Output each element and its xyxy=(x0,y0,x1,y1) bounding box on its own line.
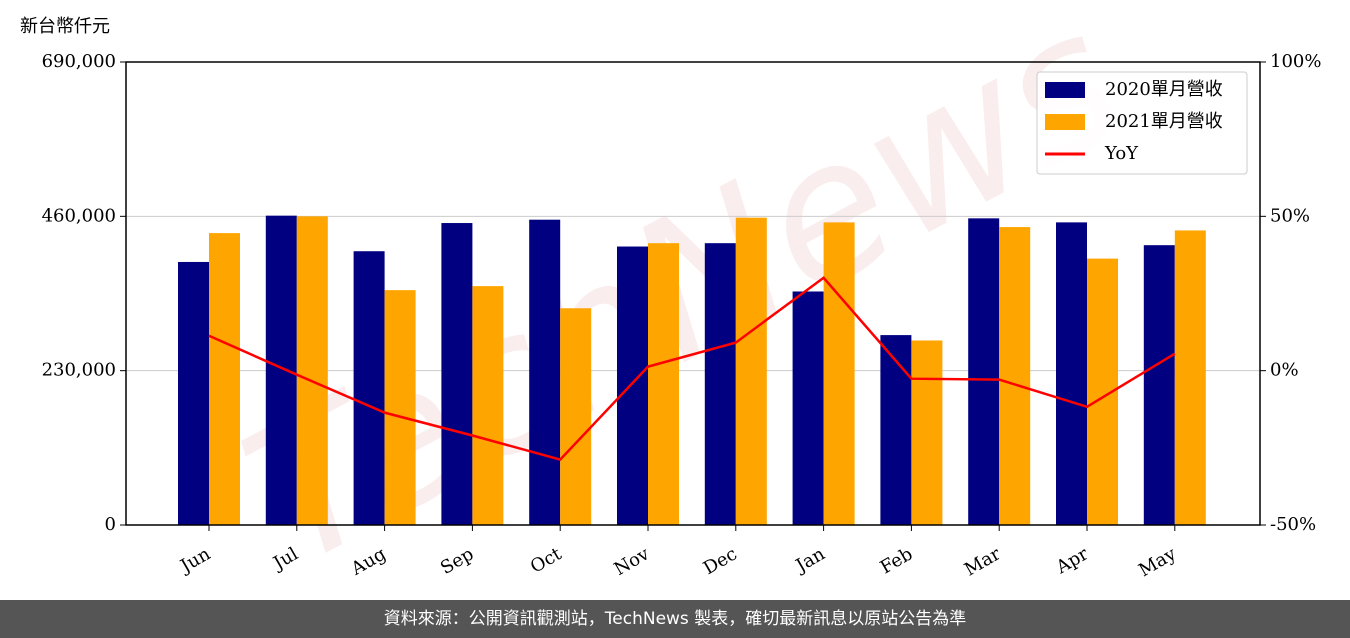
y-tick-label: 460,000 xyxy=(42,205,116,226)
bar xyxy=(472,286,504,525)
x-tick-label: May xyxy=(1135,543,1180,581)
x-tick-label: Feb xyxy=(877,543,917,578)
bar xyxy=(441,223,473,526)
x-tick-label: Sep xyxy=(437,543,477,578)
line xyxy=(208,276,1176,461)
legend-label: 2020單月營收 xyxy=(1105,79,1223,100)
bar xyxy=(178,261,209,525)
chart: 新台幣仟元 TechNews 0230,000460,000690,000-50… xyxy=(20,0,1321,600)
bar xyxy=(560,308,592,525)
bar xyxy=(296,216,328,526)
bar xyxy=(353,251,385,526)
bar xyxy=(209,233,240,525)
x-tick-label: Dec xyxy=(700,543,741,579)
legend-swatch xyxy=(1045,82,1085,98)
bar xyxy=(529,219,561,525)
legend-label: YoY xyxy=(1104,143,1139,164)
legend-swatch xyxy=(1045,114,1085,130)
bar xyxy=(1143,245,1175,525)
y2-tick-label: 0% xyxy=(1270,360,1299,381)
y-tick-label: 230,000 xyxy=(42,360,116,381)
bar xyxy=(384,290,416,525)
x-tick-label: Apr xyxy=(1052,543,1092,578)
y-tick-label: 0 xyxy=(105,514,116,535)
x-tick-label: Jan xyxy=(791,543,829,577)
bar xyxy=(1174,230,1206,526)
bar xyxy=(265,215,297,525)
plot-frame xyxy=(125,61,1261,526)
bar xyxy=(823,222,855,525)
y-tick-label: 690,000 xyxy=(42,51,116,72)
y2-tick-label: 100% xyxy=(1270,51,1321,72)
bar xyxy=(735,217,767,526)
y2-tick-label: 50% xyxy=(1270,205,1310,226)
bar xyxy=(999,227,1031,525)
bar xyxy=(617,246,648,525)
footer: 資料來源：公開資訊觀測站，TechNews 製表，確切最新訊息以原站公告為準 xyxy=(0,600,1350,638)
bar xyxy=(704,243,736,525)
bar xyxy=(792,291,824,525)
bar xyxy=(968,218,1000,525)
x-tick-label: Mar xyxy=(961,543,1005,580)
x-tick-label: Jun xyxy=(175,543,214,578)
y2-tick-label: -50% xyxy=(1270,514,1316,535)
legend-box xyxy=(1036,71,1248,175)
bar xyxy=(648,243,679,525)
bar xyxy=(1056,222,1087,525)
x-tick-label: Oct xyxy=(527,543,566,578)
x-tick-label: Nov xyxy=(611,543,654,580)
y-axis-label: 新台幣仟元 xyxy=(20,16,110,37)
legend-label: 2021單月營收 xyxy=(1105,111,1223,132)
bar xyxy=(911,340,943,525)
bar xyxy=(880,335,912,525)
